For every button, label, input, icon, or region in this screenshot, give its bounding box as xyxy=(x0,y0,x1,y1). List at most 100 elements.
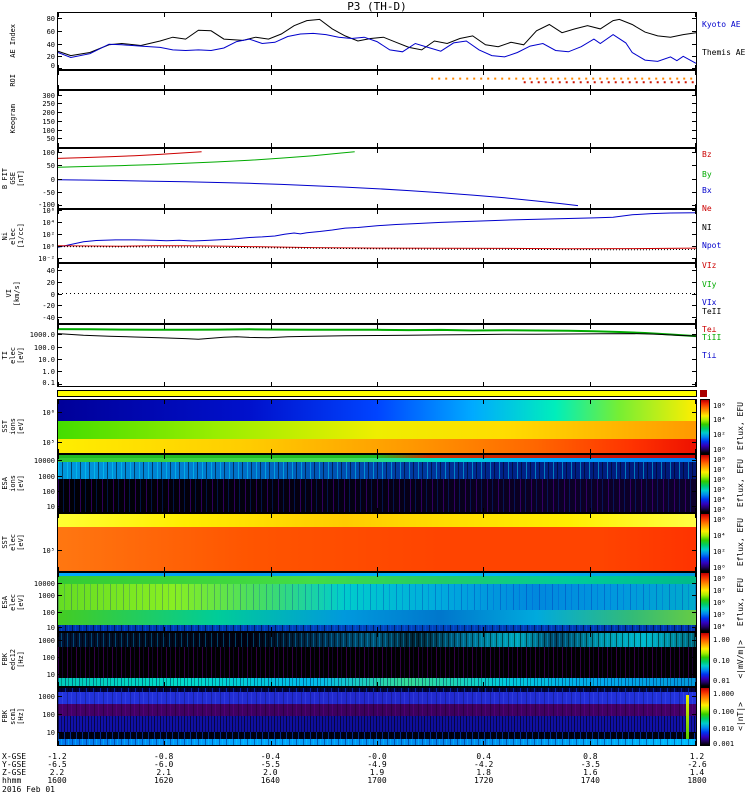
ephemeris-row-label: hhmm xyxy=(2,776,22,785)
y-tick-mark xyxy=(58,120,62,122)
ephemeris-value: 1.6 xyxy=(583,768,598,777)
ephemeris-value: 2.2 xyxy=(49,768,65,777)
y-tick-mark xyxy=(58,269,62,271)
y-tick-mark xyxy=(692,305,696,307)
y-tick-label: 10⁵ xyxy=(42,546,55,555)
y-tick-mark xyxy=(58,178,62,180)
x-tick-mark xyxy=(695,143,696,147)
x-tick-mark xyxy=(589,627,591,631)
y-tick-mark xyxy=(692,281,696,283)
y-tick-mark xyxy=(58,442,62,444)
y-tick-mark xyxy=(58,732,62,734)
y-tick-mark xyxy=(58,595,62,597)
y-tick-mark xyxy=(58,549,62,551)
y-tick-mark xyxy=(692,151,696,153)
x-tick-mark xyxy=(377,325,378,329)
x-tick-mark xyxy=(483,210,485,214)
colorbar-tick-label: 10⁵ xyxy=(713,485,726,494)
panel-roi xyxy=(57,70,697,90)
x-tick-mark xyxy=(695,682,696,686)
ephemeris-value: 2.1 xyxy=(156,768,171,777)
y-tick-mark xyxy=(58,582,62,584)
x-tick-mark xyxy=(270,210,272,214)
y-tick-mark xyxy=(692,411,696,413)
colorbar-unit-text: <|mV/m|> xyxy=(735,640,745,679)
y-tick-mark xyxy=(692,639,696,641)
spectro-band xyxy=(58,457,696,463)
legend-tiii: TiII xyxy=(702,333,722,342)
ephemeris-value: -6.5 xyxy=(47,760,67,769)
x-tick-mark xyxy=(377,204,378,208)
y-tick-label: 100 xyxy=(42,711,55,720)
y-tick-mark xyxy=(692,129,696,131)
colorbar-tick-label: 0.010 xyxy=(713,725,735,734)
y-tick-label: 10² xyxy=(42,231,55,240)
x-tick-mark xyxy=(58,567,59,571)
y-tick-label: 1000.0 xyxy=(29,331,55,340)
x-tick-mark xyxy=(164,573,166,577)
x-tick-mark xyxy=(589,449,591,453)
x-tick-mark xyxy=(270,71,272,75)
y-tick-mark xyxy=(692,371,696,373)
series-Bz xyxy=(58,151,202,159)
y-tick-mark xyxy=(692,695,696,697)
spectro-band xyxy=(58,703,696,717)
y-tick-mark xyxy=(58,151,62,153)
y-tick-mark xyxy=(58,222,62,224)
ephemeris-value: 1640 xyxy=(260,776,280,785)
y-tick-mark xyxy=(58,138,62,140)
ephemeris-value: -4.9 xyxy=(367,760,387,769)
y-tick-label: 50 xyxy=(46,135,55,144)
y-tick-label: 100 xyxy=(42,126,55,135)
legend-themis-ae: Themis AE xyxy=(702,48,746,57)
x-tick-mark xyxy=(377,71,378,75)
ylabel-line: SST xyxy=(1,420,9,433)
ylabel-line: TI xyxy=(1,351,9,360)
y-tick-mark xyxy=(692,210,696,211)
colorbar-tick-label: 10⁶ xyxy=(713,401,726,410)
colorbar-tick-label: 10⁴ xyxy=(713,531,726,540)
y-tick-mark xyxy=(692,346,696,348)
x-tick-mark xyxy=(695,264,696,268)
x-tick-mark xyxy=(695,85,696,89)
ylabel-line: Keogram xyxy=(9,104,17,134)
legend-npot: Npot xyxy=(702,241,722,250)
y-tick-mark xyxy=(692,56,696,58)
data-gap-streak xyxy=(686,694,690,740)
x-tick-mark xyxy=(58,382,59,386)
x-tick-mark xyxy=(377,627,378,631)
legend-viz: VIz xyxy=(702,261,717,270)
x-tick-mark xyxy=(58,514,59,518)
ylabel-line: [Hz] xyxy=(17,651,25,668)
x-tick-mark xyxy=(270,258,272,262)
spectro-band xyxy=(58,514,696,527)
colorbar-unit-label: <|mV/m|> xyxy=(734,632,746,687)
x-tick-mark xyxy=(270,204,272,208)
x-tick-mark xyxy=(695,71,696,75)
y-tick-label: 300 xyxy=(42,91,55,100)
colorbar-sst-elec xyxy=(700,513,710,572)
y-tick-mark xyxy=(58,639,62,641)
y-tick-label: -100 xyxy=(38,201,55,209)
y-tick-label: -20 xyxy=(42,302,55,311)
x-tick-mark xyxy=(589,149,591,153)
x-tick-mark xyxy=(483,633,485,637)
legend-teii: TeII xyxy=(702,307,722,316)
panel-ylabel-sst-ions: SST ions [eV] xyxy=(0,399,26,454)
x-tick-mark xyxy=(58,633,59,637)
x-tick-mark xyxy=(58,204,59,208)
series-NI xyxy=(58,246,696,251)
y-tick-label: 50 xyxy=(46,162,55,171)
x-tick-mark xyxy=(695,319,696,323)
ylabel-line: ESA xyxy=(1,477,9,490)
panel-ylabel-b-fit: B FIT GSE [nT] xyxy=(0,148,26,209)
y-tick-mark xyxy=(692,317,696,319)
x-tick-mark xyxy=(164,13,166,17)
x-tick-mark xyxy=(589,264,591,268)
panel-keogram xyxy=(57,90,697,148)
colorbar-tick-label: 10⁵ xyxy=(713,611,726,619)
y-tick-mark xyxy=(58,103,62,105)
ephemeris-value: 0.8 xyxy=(583,752,598,761)
x-tick-mark xyxy=(58,688,59,692)
